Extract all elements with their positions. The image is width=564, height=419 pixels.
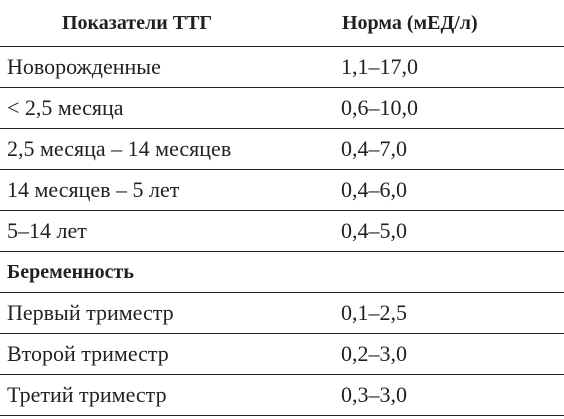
table-row: Второй триместр 0,2–3,0 [0,333,564,375]
row-label: 5–14 лет [0,210,334,252]
row-value: 0,4–5,0 [334,210,564,252]
section-empty-cell [334,251,564,293]
row-label: < 2,5 месяца [0,87,334,129]
section-row: Беременность [0,251,564,293]
table-row: Новорожденные 1,1–17,0 [0,46,564,88]
header-norm: Норма (мЕД/л) [334,0,564,47]
row-value: 0,3–3,0 [334,374,564,416]
row-value: 0,4–6,0 [334,169,564,211]
row-label: 14 месяцев – 5 лет [0,169,334,211]
table-row: 5–14 лет 0,4–5,0 [0,210,564,252]
row-value: 0,6–10,0 [334,87,564,129]
table-header: Показатели ТТГ Норма (мЕД/л) [0,0,564,47]
row-value: 0,2–3,0 [334,333,564,375]
row-value: 0,4–7,0 [334,128,564,170]
row-label: 2,5 месяца – 14 месяцев [0,128,334,170]
header-indicator: Показатели ТТГ [0,0,334,47]
row-label: Новорожденные [0,46,334,88]
table-body: Новорожденные 1,1–17,0 < 2,5 месяца 0,6–… [0,46,564,416]
section-heading: Беременность [0,251,334,293]
header-row: Показатели ТТГ Норма (мЕД/л) [0,0,564,47]
row-value: 1,1–17,0 [334,46,564,88]
table-row: 14 месяцев – 5 лет 0,4–6,0 [0,169,564,211]
table-row: Третий триместр 0,3–3,0 [0,374,564,416]
table-row: 2,5 месяца – 14 месяцев 0,4–7,0 [0,128,564,170]
row-label: Первый триместр [0,292,334,334]
row-value: 0,1–2,5 [334,292,564,334]
row-label: Третий триместр [0,374,334,416]
table-row: < 2,5 месяца 0,6–10,0 [0,87,564,129]
table-row: Первый триместр 0,1–2,5 [0,292,564,334]
row-label: Второй триместр [0,333,334,375]
